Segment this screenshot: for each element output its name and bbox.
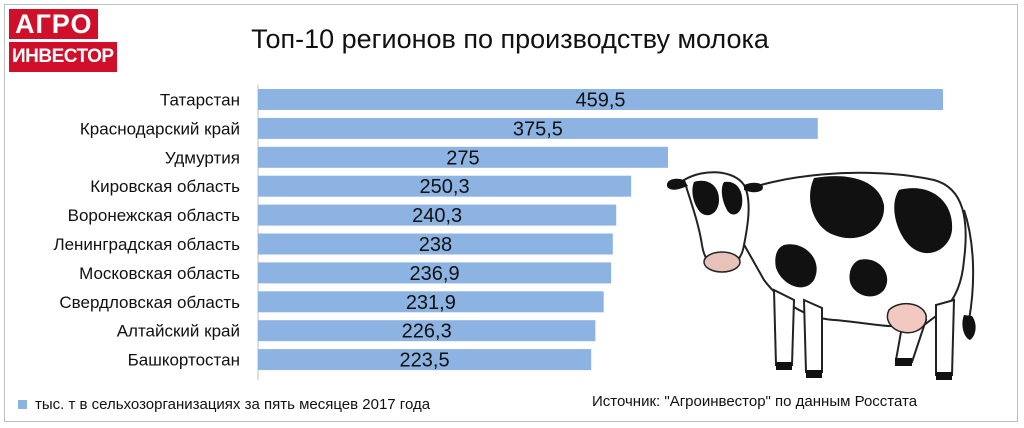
logo-line-1: АГРО <box>9 9 99 39</box>
category-label-6: Московская область <box>79 264 240 283</box>
value-label-1: 375,5 <box>513 118 563 140</box>
bar-0 <box>258 89 943 110</box>
bar-2 <box>258 146 668 168</box>
category-label-8: Алтайский край <box>117 322 240 341</box>
bar-8 <box>258 320 596 342</box>
value-label-3: 250,3 <box>420 176 470 198</box>
category-label-0: Татарстан <box>160 91 240 110</box>
chart-title: Топ-10 регионов по производству молока <box>251 24 769 54</box>
bar-1 <box>258 117 818 139</box>
bar-6 <box>258 262 612 284</box>
bar-7 <box>258 291 604 313</box>
legend-label: тыс. т в сельхозорганизациях за пять мес… <box>35 396 431 413</box>
category-label-7: Свердловская область <box>59 293 240 312</box>
legend-swatch <box>18 400 27 409</box>
category-label-3: Кировская область <box>90 177 240 196</box>
category-label-2: Удмуртия <box>165 148 240 167</box>
legend: тыс. т в сельхозорганизациях за пять мес… <box>18 396 430 413</box>
category-label-1: Краснодарский край <box>80 119 240 138</box>
bar-9 <box>258 349 592 371</box>
category-label-5: Ленинградская область <box>53 235 240 254</box>
value-label-0: 459,5 <box>575 90 625 112</box>
value-label-8: 226,3 <box>402 321 452 343</box>
bar-4 <box>258 204 617 226</box>
value-label-6: 236,9 <box>410 263 460 285</box>
bar-5 <box>258 233 613 255</box>
logo-line-2: ИНВЕСТОР <box>9 42 117 72</box>
agroinvestor-logo: АГРО ИНВЕСТОР <box>9 9 117 73</box>
category-label-9: Башкортостан <box>128 351 240 370</box>
value-label-4: 240,3 <box>412 205 462 227</box>
category-label-4: Воронежская область <box>68 206 241 225</box>
source-note: Источник: "Агроинвестор" по данным Росст… <box>592 393 918 410</box>
cow-illustration <box>666 171 976 380</box>
value-label-5: 238 <box>419 234 452 256</box>
value-label-9: 223,5 <box>400 350 450 372</box>
bar-3 <box>258 175 632 197</box>
value-label-7: 231,9 <box>406 292 456 314</box>
value-label-2: 275 <box>446 147 479 169</box>
